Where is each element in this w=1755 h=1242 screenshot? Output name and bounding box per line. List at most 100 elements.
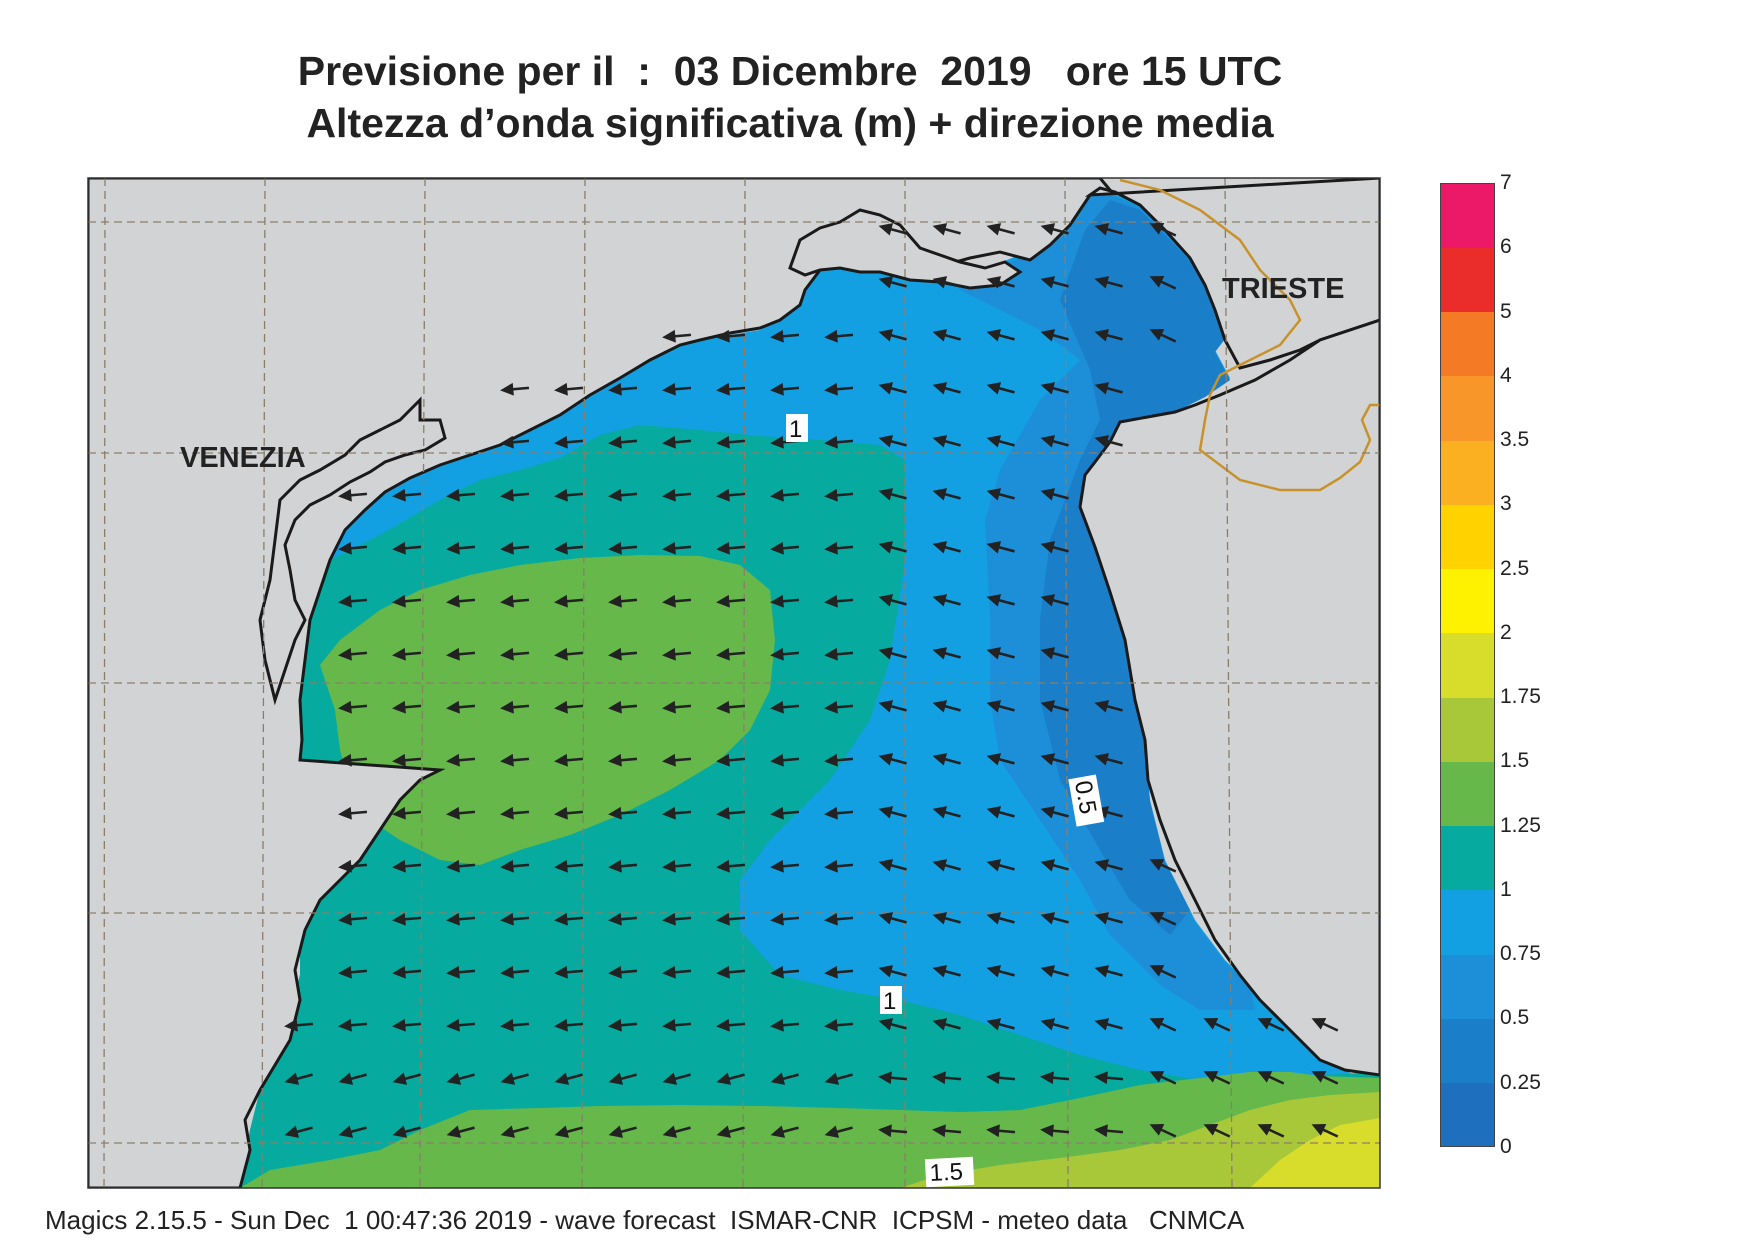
colorbar-segment bbox=[1440, 504, 1495, 570]
direction-arrowhead bbox=[932, 1124, 946, 1138]
direction-arrowhead bbox=[1149, 1071, 1165, 1083]
direction-arrowhead bbox=[554, 1072, 570, 1085]
direction-arrowhead bbox=[986, 594, 1002, 607]
colorbar-segment bbox=[1440, 247, 1495, 313]
direction-arrowhead bbox=[1149, 276, 1165, 288]
direction-arrowhead bbox=[1094, 1124, 1108, 1138]
direction-arrowhead bbox=[1040, 329, 1056, 342]
direction-arrowhead bbox=[1311, 1071, 1327, 1083]
direction-arrowhead bbox=[1040, 1018, 1056, 1031]
map-title: Previsione per il : 03 Dicembre 2019 ore… bbox=[297, 48, 1283, 94]
direction-arrowhead bbox=[1257, 1018, 1273, 1030]
direction-arrowhead bbox=[716, 647, 730, 661]
direction-arrowhead bbox=[554, 488, 568, 502]
direction-arrowhead bbox=[1094, 965, 1110, 978]
colorbar-segment bbox=[1440, 954, 1495, 1019]
direction-arrowhead bbox=[824, 700, 838, 714]
direction-arrowhead bbox=[392, 965, 406, 979]
direction-arrowhead bbox=[824, 806, 838, 820]
national-border bbox=[1119, 178, 1380, 492]
direction-arrowhead bbox=[878, 329, 894, 342]
direction-arrowhead bbox=[878, 700, 894, 713]
direction-arrowhead bbox=[662, 382, 676, 396]
direction-arrowhead bbox=[716, 859, 730, 873]
direction-arrowhead bbox=[446, 647, 460, 661]
direction-arrowhead bbox=[1040, 700, 1056, 713]
direction-arrowhead bbox=[1094, 276, 1110, 289]
direction-arrowhead bbox=[932, 912, 948, 925]
direction-arrowhead bbox=[554, 753, 568, 767]
direction-arrowhead bbox=[770, 1018, 784, 1032]
direction-arrowhead bbox=[500, 912, 514, 926]
direction-arrowhead bbox=[986, 1018, 1002, 1031]
direction-arrowhead bbox=[554, 541, 568, 555]
colorbar-segment bbox=[1440, 311, 1495, 377]
direction-arrowhead bbox=[446, 700, 460, 714]
direction-arrowhead bbox=[500, 806, 514, 820]
direction-arrowhead bbox=[986, 647, 1002, 660]
direction-arrowhead bbox=[608, 488, 622, 502]
direction-arrowhead bbox=[716, 700, 730, 714]
direction-arrowhead bbox=[500, 1072, 516, 1085]
direction-arrowhead bbox=[662, 647, 676, 661]
direction-arrowhead bbox=[1149, 912, 1165, 924]
direction-arrowhead bbox=[554, 965, 568, 979]
direction-arrowhead bbox=[662, 1125, 678, 1138]
direction-arrowhead bbox=[878, 541, 894, 554]
direction-arrowhead bbox=[824, 1125, 840, 1138]
direction-arrowhead bbox=[878, 965, 894, 978]
contour-label-1-north: 1 bbox=[789, 416, 802, 443]
colorbar-segment bbox=[1440, 568, 1495, 634]
direction-arrowhead bbox=[608, 435, 622, 449]
direction-arrowhead bbox=[716, 1125, 732, 1138]
direction-arrowhead bbox=[446, 1072, 462, 1085]
direction-arrowhead bbox=[284, 1125, 300, 1138]
colorbar-tick-label: 2.5 bbox=[1500, 556, 1530, 580]
direction-arrowhead bbox=[824, 488, 838, 502]
footer-credits: Magics 2.15.5 - Sun Dec 1 00:47:36 2019 … bbox=[45, 1205, 1245, 1235]
colorbar-tick-label: 1.5 bbox=[1500, 749, 1530, 773]
direction-arrowhead bbox=[662, 912, 676, 926]
direction-arrowhead bbox=[392, 753, 406, 767]
venice-islands bbox=[258, 396, 447, 706]
city-label-trieste: TRIESTE bbox=[1222, 273, 1344, 305]
direction-arrowhead bbox=[1094, 329, 1110, 342]
direction-arrowhead bbox=[986, 806, 1002, 819]
direction-arrowhead bbox=[392, 700, 406, 714]
direction-arrowhead bbox=[824, 859, 838, 873]
direction-arrowhead bbox=[986, 1124, 1000, 1138]
direction-arrowhead bbox=[662, 806, 676, 820]
colorbar-segment bbox=[1440, 183, 1495, 248]
direction-arrowhead bbox=[716, 912, 730, 926]
direction-arrowhead bbox=[1094, 382, 1110, 395]
city-label-venezia: VENEZIA bbox=[180, 442, 306, 474]
colorbar-tick-label: 1 bbox=[1500, 877, 1512, 901]
direction-arrowhead bbox=[1040, 753, 1056, 766]
direction-arrowhead bbox=[500, 700, 514, 714]
direction-arrowhead bbox=[392, 647, 406, 661]
direction-arrowhead bbox=[1094, 859, 1110, 872]
direction-arrowhead bbox=[1094, 1018, 1110, 1031]
direction-arrowhead bbox=[932, 647, 948, 660]
direction-arrowhead bbox=[500, 594, 514, 608]
wave-direction-arrows bbox=[284, 223, 1339, 1138]
direction-arrowhead bbox=[932, 329, 948, 342]
direction-arrowhead bbox=[392, 859, 406, 873]
direction-arrowhead bbox=[824, 382, 838, 396]
direction-arrowhead bbox=[716, 594, 730, 608]
direction-arrowhead bbox=[554, 1018, 568, 1032]
direction-arrowhead bbox=[878, 382, 894, 395]
colorbar-tick-label: 3.5 bbox=[1500, 428, 1530, 452]
colorbar-tick-label: 1.25 bbox=[1500, 813, 1541, 837]
direction-arrowhead bbox=[338, 912, 352, 926]
direction-arrowhead bbox=[824, 647, 838, 661]
sea-band-125-15 bbox=[320, 555, 775, 865]
direction-arrowhead bbox=[932, 965, 948, 978]
direction-arrowhead bbox=[662, 488, 676, 502]
direction-arrowhead bbox=[338, 488, 352, 502]
direction-arrowhead bbox=[554, 806, 568, 820]
direction-arrowhead bbox=[554, 859, 568, 873]
contour-label-1-south: 1 bbox=[883, 988, 896, 1015]
map-frame bbox=[87, 177, 1381, 1189]
